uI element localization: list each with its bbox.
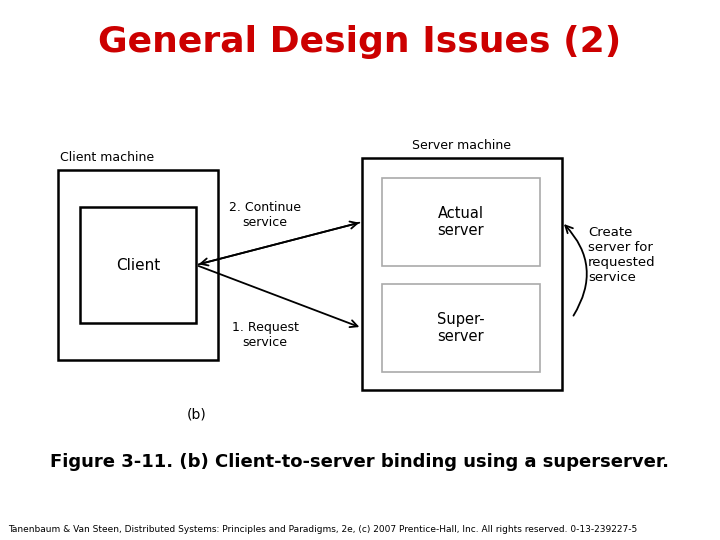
Bar [362,158,562,390]
Text: Client: Client [116,258,160,273]
Bar [382,284,540,372]
FancyArrowPatch shape [565,226,587,316]
Text: Super-
server: Super- server [437,312,485,344]
Text: Create
server for
requested
service: Create server for requested service [588,226,656,284]
Text: Client machine: Client machine [60,151,154,164]
Text: 2. Continue
service: 2. Continue service [229,201,301,229]
Bar [58,170,218,360]
Text: Actual
server: Actual server [438,206,485,238]
Text: Figure 3-11. (b) Client-to-server binding using a superserver.: Figure 3-11. (b) Client-to-server bindin… [50,453,670,471]
FancyArrowPatch shape [199,221,357,264]
Text: Server machine: Server machine [413,139,511,152]
FancyArrowPatch shape [199,266,358,327]
Bar [80,207,196,323]
Text: Tanenbaum & Van Steen, Distributed Systems: Principles and Paradigms, 2e, (c) 20: Tanenbaum & Van Steen, Distributed Syste… [8,525,637,535]
Bar [382,178,540,266]
Text: (b): (b) [187,408,207,422]
Text: 1. Request
service: 1. Request service [232,321,298,349]
Text: General Design Issues (2): General Design Issues (2) [99,25,621,59]
FancyArrowPatch shape [201,222,359,266]
